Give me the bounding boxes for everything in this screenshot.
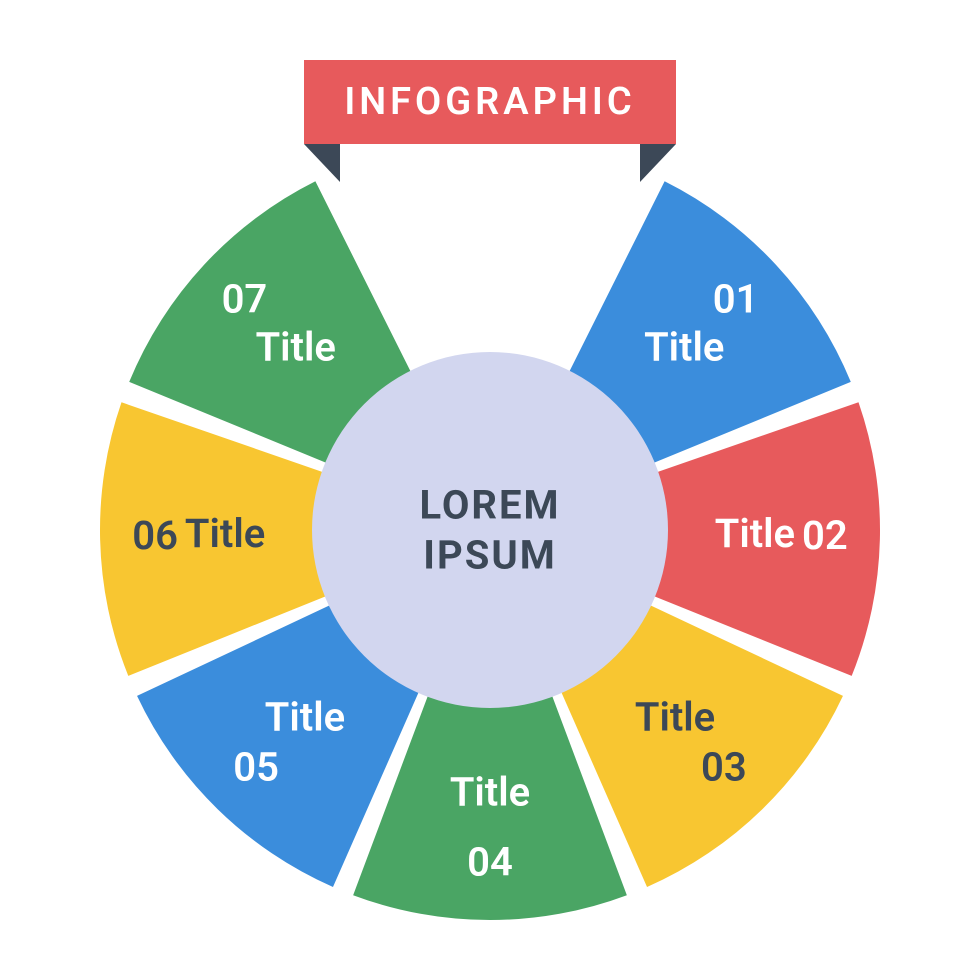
segment-title-03: Title xyxy=(635,693,715,740)
segment-number-07: 07 xyxy=(222,276,268,323)
segment-title-05: Title xyxy=(265,693,345,740)
center-text-line1: LOREM xyxy=(419,482,560,529)
segment-number-03: 03 xyxy=(701,743,747,790)
segment-number-01: 01 xyxy=(713,276,759,323)
center-circle xyxy=(312,352,668,708)
segment-number-06: 06 xyxy=(132,512,178,559)
infographic-stage: 01Title02Title03Title04Title05Title06Tit… xyxy=(0,0,980,980)
segment-title-04: Title xyxy=(450,769,530,816)
segment-title-07: Title xyxy=(256,323,336,370)
segment-title-02: Title xyxy=(715,510,795,557)
center-text-line2: IPSUM xyxy=(423,532,557,579)
banner-label: INFOGRAPHIC xyxy=(344,80,635,124)
segment-title-06: Title xyxy=(185,510,265,557)
segment-number-04: 04 xyxy=(467,839,513,886)
infographic-svg: 01Title02Title03Title04Title05Title06Tit… xyxy=(0,0,980,980)
segment-title-01: Title xyxy=(644,323,724,370)
segment-number-05: 05 xyxy=(233,743,279,790)
segment-number-02: 02 xyxy=(802,512,848,559)
